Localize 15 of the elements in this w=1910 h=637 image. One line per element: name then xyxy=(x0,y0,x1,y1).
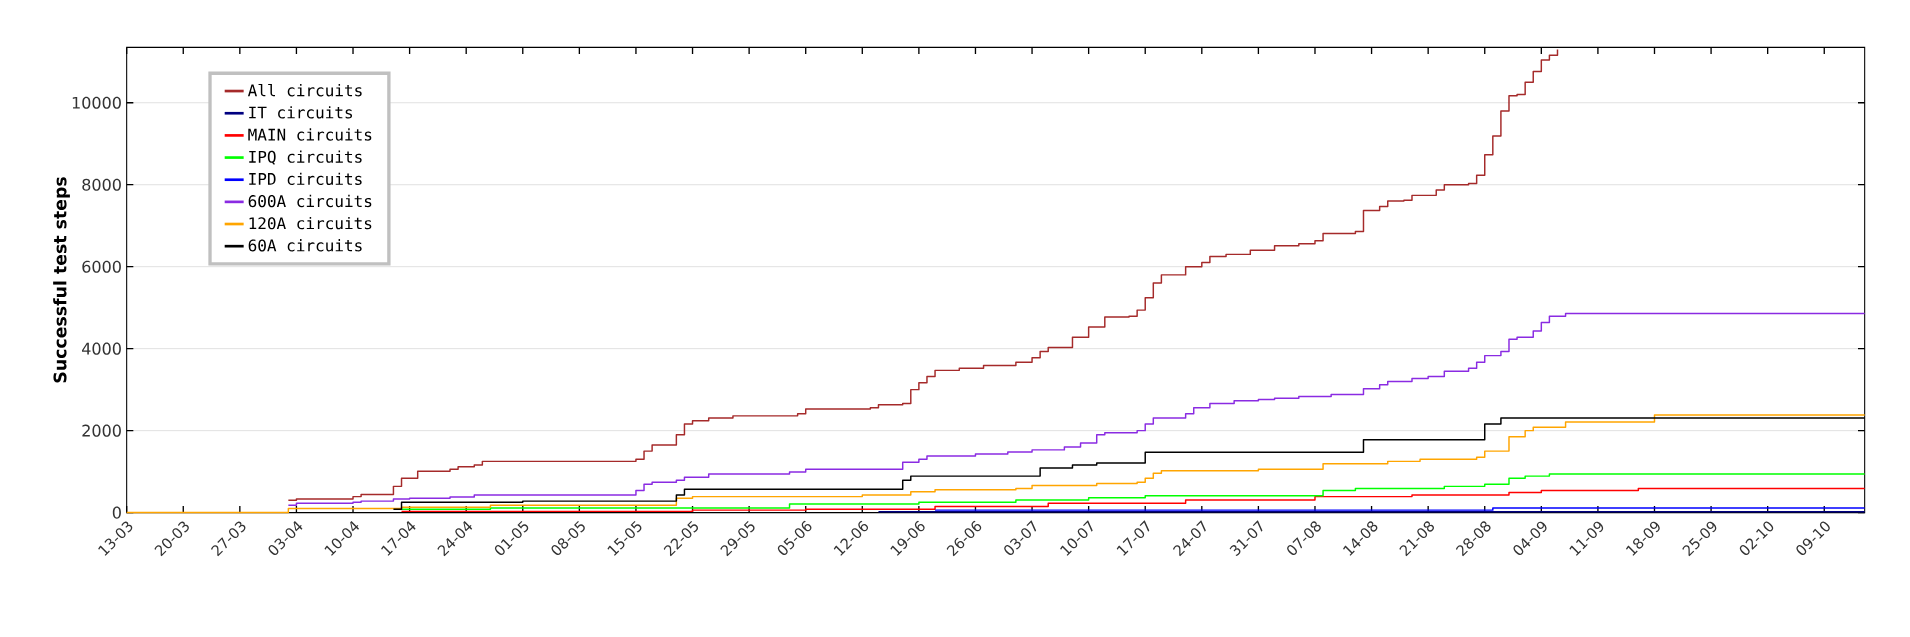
legend-label: MAIN circuits xyxy=(248,128,372,141)
legend-label: 600A circuits xyxy=(248,194,372,208)
y-tick-label: 2000 xyxy=(82,424,121,437)
y-axis-title: Successful test steps xyxy=(53,177,70,383)
legend-label: 60A circuits xyxy=(248,239,362,252)
y-tick-label: 8000 xyxy=(82,178,121,191)
legend-label: IPD circuits xyxy=(249,172,362,186)
y-tick-label: 10000 xyxy=(72,96,121,109)
legend-label: IPQ circuits xyxy=(249,150,362,165)
y-tick-label: 6000 xyxy=(82,260,121,273)
legend-label: All circuits xyxy=(247,83,362,97)
legend-label: 120A circuits xyxy=(249,216,372,230)
y-tick-label: 0 xyxy=(112,506,121,519)
y-tick-label: 4000 xyxy=(82,342,121,355)
legend-label: IT circuits xyxy=(249,106,353,119)
